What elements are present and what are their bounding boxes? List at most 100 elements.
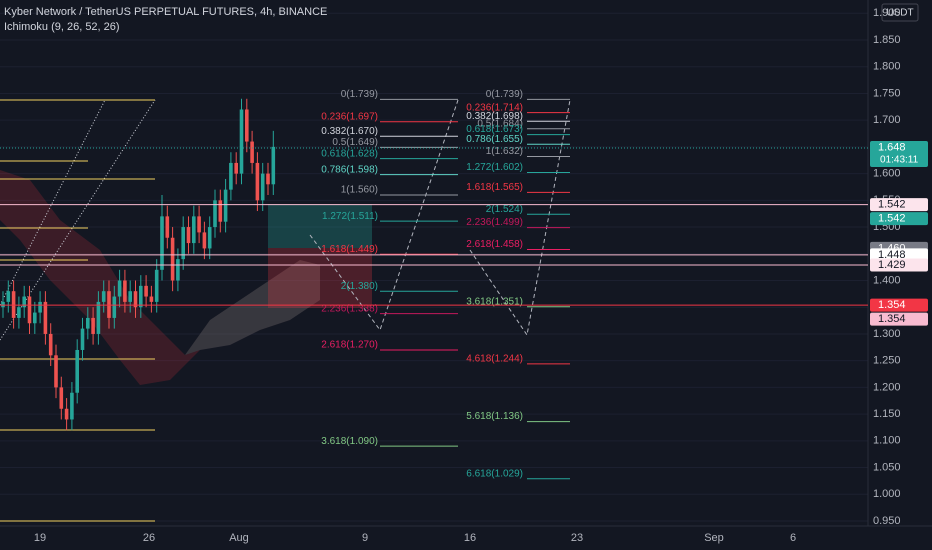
candle-body: [70, 392, 74, 420]
candle-body: [266, 173, 270, 185]
candle-body: [33, 312, 37, 324]
price-tick-label: 1.200: [873, 381, 901, 393]
fib-label: 0.236(1.697): [321, 111, 378, 122]
price-tag: [870, 312, 928, 326]
price-tick-label: 1.600: [873, 168, 901, 180]
candle-body: [192, 216, 196, 244]
fib-label: 0.5(1.649): [332, 137, 378, 148]
price-tag-label: 1.429: [878, 259, 906, 271]
candle-body: [86, 317, 90, 329]
price-tick-label: 1.850: [873, 34, 901, 46]
fib-label: 0.236(1.714): [466, 102, 523, 113]
candle-body: [1, 301, 5, 308]
price-tag-label: 1.354: [878, 299, 906, 311]
price-tick-label: 1.900: [873, 7, 901, 19]
fib-label: 0.786(1.598): [321, 164, 378, 175]
unit-badge[interactable]: [881, 3, 919, 22]
candle-body: [80, 328, 85, 350]
fib-label: 5.618(1.136): [466, 411, 523, 422]
fib-label: 1.272(1.602): [466, 162, 523, 173]
fib-label: 2.618(1.270): [321, 340, 378, 351]
price-tick-label: 1.100: [873, 435, 901, 447]
candle-body: [213, 200, 217, 228]
price-tag-countdown: 01:43:11: [880, 155, 919, 166]
fib-label: 6.618(1.029): [466, 468, 523, 479]
time-tick-label: 26: [143, 532, 155, 544]
price-tick-label: 1.300: [873, 328, 901, 340]
price-tick-label: 1.400: [873, 274, 901, 286]
price-tag: [870, 258, 928, 272]
projection-path: [469, 99, 571, 337]
candle-body: [170, 237, 175, 281]
position-profit: [268, 204, 372, 248]
candle-body: [59, 387, 64, 409]
price-tag-label: 1.648: [878, 141, 906, 153]
candle-body: [48, 333, 53, 356]
time-tick-label: 19: [34, 532, 46, 544]
candle-body: [223, 189, 228, 222]
fib-label: 0(1.739): [341, 89, 378, 100]
price-tick-label: 0.950: [873, 515, 901, 527]
fib-label: 0.786(1.655): [466, 134, 523, 145]
time-tick-label: Aug: [229, 532, 249, 544]
fib-label: 2.618(1.458): [466, 239, 523, 250]
candle-body: [96, 301, 101, 334]
indicator-legend: Ichimoku (9, 26, 52, 26): [4, 21, 120, 33]
candle-body: [255, 162, 260, 201]
fib-label: 0.382(1.670): [321, 126, 378, 137]
fib-label: 3.618(1.351): [466, 296, 523, 307]
price-tag: [870, 248, 928, 262]
candle-body: [181, 227, 185, 260]
price-tick-label: 1.050: [873, 461, 901, 473]
candle-body: [186, 227, 191, 244]
price-tag: [870, 140, 928, 167]
time-tick-label: Sep: [704, 532, 724, 544]
position-loss: [268, 248, 372, 308]
unit-label: USDT: [886, 8, 913, 19]
candle-body: [38, 301, 42, 313]
fib-label: 0(1.739): [486, 89, 523, 100]
candle-body: [176, 259, 180, 281]
candle-body: [123, 280, 127, 302]
fib-label: 0.5(1.684): [477, 118, 523, 129]
candle-body: [239, 109, 244, 174]
ichimoku-cloud-green: [185, 260, 320, 355]
time-tick-label: 16: [464, 532, 476, 544]
price-axis: [868, 0, 932, 550]
time-tick-label: 9: [362, 532, 368, 544]
candle-body: [197, 216, 201, 233]
candle-body: [27, 296, 32, 324]
price-tag: [870, 212, 928, 226]
candle-body: [101, 291, 106, 302]
candle-body: [250, 141, 254, 163]
candle-body: [128, 291, 132, 302]
candle-body: [144, 285, 148, 297]
price-tag: [870, 298, 928, 312]
price-tick-label: 1.750: [873, 87, 901, 99]
candle-body: [112, 296, 117, 318]
fib-label: 2.236(1.499): [466, 217, 523, 228]
candle-body: [139, 285, 143, 308]
time-tick-label: 6: [790, 532, 796, 544]
candle-body: [229, 162, 233, 190]
fib-label: 0.618(1.673): [466, 124, 523, 135]
candle-body: [133, 291, 138, 308]
fib-label: 2.236(1.338): [321, 303, 378, 314]
chart-title: Kyber Network / TetherUS PERPETUAL FUTUR…: [4, 6, 327, 18]
candle-body: [245, 109, 249, 142]
price-tick-label: 1.700: [873, 114, 901, 126]
fib-label: 1.272(1.511): [322, 211, 378, 222]
candle-body: [91, 317, 95, 334]
price-tag-label: 1.542: [878, 199, 906, 211]
candle-body: [202, 232, 207, 249]
candle-body: [154, 269, 159, 302]
time-tick-label: 23: [571, 532, 583, 544]
ichimoku-cloud: [0, 170, 320, 385]
price-tick-label: 1.150: [873, 408, 901, 420]
fib-label: 3.618(1.090): [321, 436, 378, 447]
fib-label: 1(1.632): [486, 146, 523, 157]
candle-body: [17, 307, 21, 318]
fib-label: 1.618(1.449): [321, 244, 378, 255]
candle-body: [218, 200, 223, 222]
